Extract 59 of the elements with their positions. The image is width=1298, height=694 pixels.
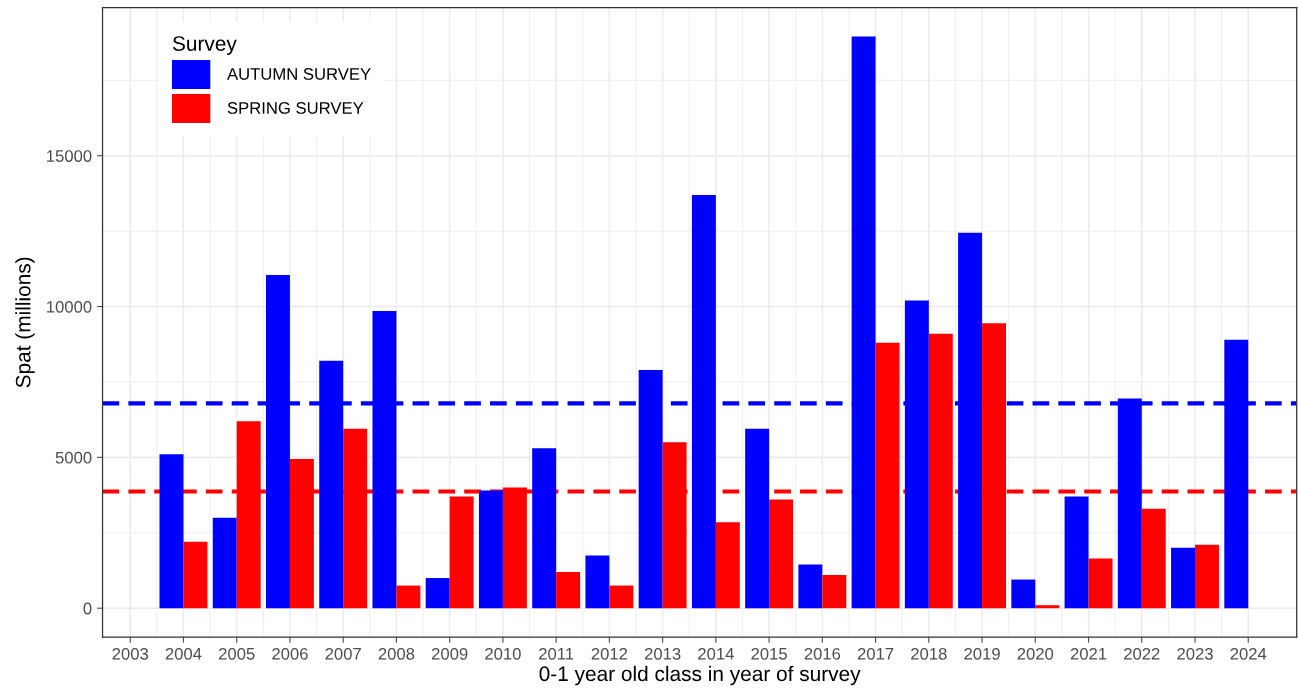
y-tick-label: 5000 <box>55 451 92 464</box>
y-axis-title: Spat (millions) <box>15 257 35 388</box>
bar <box>875 342 900 609</box>
bar <box>532 448 557 609</box>
x-tick-label: 2009 <box>431 647 468 660</box>
x-tick-label: 2018 <box>911 647 947 660</box>
bar <box>638 369 663 609</box>
x-tick-label: 2024 <box>1230 647 1267 660</box>
x-tick-label: 2005 <box>219 647 255 660</box>
legend-title: Survey <box>172 36 237 56</box>
bar <box>691 194 716 609</box>
x-tick-label: 2011 <box>539 647 574 660</box>
y-tick-label: 0 <box>83 602 92 615</box>
bar <box>609 585 634 609</box>
x-tick-label: 2008 <box>378 647 415 660</box>
bar <box>769 499 794 609</box>
x-tick-label: 2019 <box>964 647 1000 660</box>
bar <box>1171 547 1196 609</box>
bar <box>928 333 953 609</box>
y-tick-label: 15000 <box>47 150 92 162</box>
bar <box>1088 558 1113 609</box>
bar <box>822 575 847 609</box>
bar <box>183 541 208 609</box>
x-tick-label: 2010 <box>485 647 521 660</box>
bar <box>1195 544 1219 609</box>
bar <box>556 572 581 609</box>
bar <box>478 490 503 609</box>
bar <box>1011 579 1036 609</box>
bar <box>425 578 450 609</box>
bar <box>798 564 823 609</box>
x-tick-label: 2014 <box>698 647 734 660</box>
x-tick-label: 2017 <box>857 647 894 660</box>
bar <box>1064 496 1089 609</box>
bar <box>449 496 474 609</box>
bar <box>715 522 740 609</box>
bar <box>1035 605 1060 609</box>
x-tick-label: 2012 <box>591 647 628 660</box>
x-tick-label: 2006 <box>272 647 308 660</box>
legend-label: SPRING SURVEY <box>227 102 364 114</box>
legend-label: AUTUMN SURVEY <box>227 68 371 80</box>
x-tick-label: 2013 <box>644 647 681 660</box>
bar <box>585 555 610 609</box>
x-tick-label: 2003 <box>112 647 149 660</box>
x-tick-label: 2015 <box>751 647 787 660</box>
bar <box>159 454 184 609</box>
x-axis-title: 0-1 year old class in year of survey <box>539 665 861 686</box>
x-tick-label: 2007 <box>325 647 361 660</box>
x-tick-label: 2016 <box>804 647 841 660</box>
bar <box>745 428 770 609</box>
x-tick-label: 2023 <box>1177 647 1213 660</box>
x-tick-label: 2020 <box>1017 647 1054 660</box>
y-tick-label: 10000 <box>47 300 92 313</box>
bar <box>1141 508 1166 609</box>
x-tick-label: 2022 <box>1124 647 1160 660</box>
x-tick-label: 2021 <box>1070 647 1107 660</box>
bar <box>212 517 237 609</box>
x-tick-label: 2004 <box>165 647 202 660</box>
bar <box>396 585 421 609</box>
bar <box>851 36 876 609</box>
